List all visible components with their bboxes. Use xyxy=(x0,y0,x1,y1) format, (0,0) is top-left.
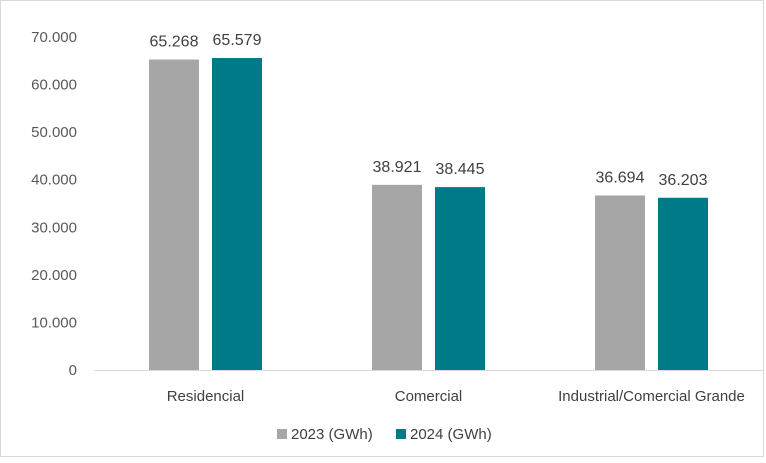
y-tick-label: 30.000 xyxy=(31,219,77,236)
category-label: Residencial xyxy=(167,388,245,405)
y-tick-label: 60.000 xyxy=(31,77,77,94)
y-tick-label: 50.000 xyxy=(31,124,77,141)
bar xyxy=(595,195,645,370)
legend-swatch xyxy=(396,429,406,439)
category-label: Industrial/Comercial Grande xyxy=(558,388,745,405)
legend-label: 2023 (GWh) xyxy=(291,426,373,443)
y-tick-label: 0 xyxy=(69,362,77,379)
bars xyxy=(149,58,708,370)
data-label: 38.445 xyxy=(436,161,485,178)
bar xyxy=(372,184,422,370)
category-labels: Residencial Comercial Industrial/Comercial… xyxy=(167,388,745,405)
y-tick-label: 70.000 xyxy=(31,29,77,46)
data-label: 65.579 xyxy=(213,32,262,49)
bar xyxy=(212,58,262,370)
data-labels: 65.268 65.579 38.921 38.445 36.694 36.203 xyxy=(150,32,708,189)
data-label: 36.694 xyxy=(596,169,645,186)
y-axis-labels: 0 10.000 20.000 30.000 40.000 50.000 60.000 70.… xyxy=(31,29,77,379)
data-label: 38.921 xyxy=(373,159,422,176)
bar xyxy=(435,187,485,370)
bar xyxy=(658,197,708,370)
legend: 2023 (GWh) 2024 (GWh) xyxy=(277,426,492,443)
y-tick-label: 10.000 xyxy=(31,314,77,331)
legend-label: 2024 (GWh) xyxy=(410,426,492,443)
category-label: Comercial xyxy=(395,388,463,405)
bar xyxy=(149,59,199,370)
y-tick-label: 20.000 xyxy=(31,267,77,284)
legend-swatch xyxy=(277,429,287,439)
y-tick-label: 40.000 xyxy=(31,172,77,189)
data-label: 36.203 xyxy=(659,172,708,189)
data-label: 65.268 xyxy=(150,34,199,51)
